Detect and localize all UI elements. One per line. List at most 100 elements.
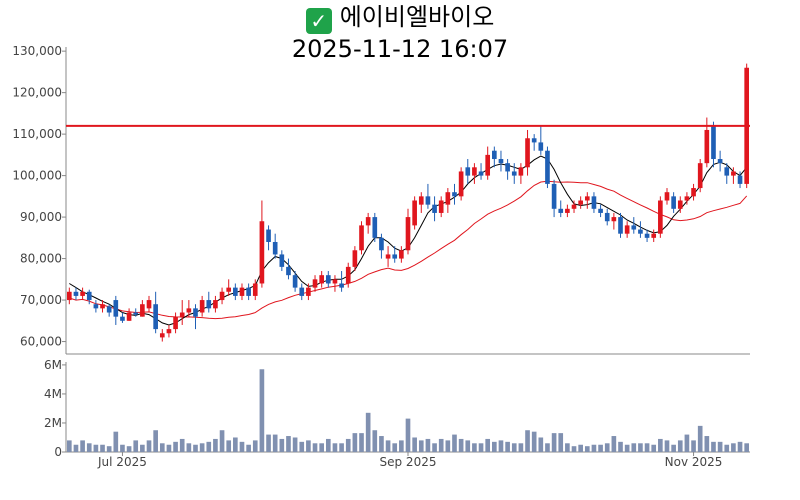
candle-body [73, 291, 79, 296]
volume-bar [106, 446, 112, 452]
volume-bar [717, 441, 723, 452]
volume-plot [66, 369, 750, 452]
volume-bar [286, 436, 291, 452]
volume-bar [651, 444, 657, 452]
volume-bar [731, 443, 736, 452]
candle-body [246, 287, 251, 296]
volume-bar [498, 440, 504, 452]
candle-body [159, 333, 165, 338]
volume-bar [465, 440, 471, 452]
candle-body [445, 192, 451, 205]
candle-body [153, 304, 158, 330]
volume-bar [545, 443, 550, 452]
candle-body [332, 279, 338, 284]
volume-bar [120, 444, 125, 452]
volume-bar [551, 433, 557, 452]
candle-body [584, 196, 590, 201]
candle-body [604, 212, 610, 222]
volume-bar [618, 441, 623, 452]
volume-bar [140, 444, 145, 452]
candle-body [173, 316, 178, 330]
volume-bar [339, 443, 344, 452]
volume-bar [219, 430, 225, 452]
volume-bar [438, 438, 444, 452]
candle-body [239, 287, 245, 296]
candle-body [80, 291, 85, 296]
candle-body [133, 312, 139, 315]
volume-bar [392, 443, 398, 452]
candle-body [611, 217, 617, 222]
candle-body [279, 254, 285, 267]
candle-body [392, 254, 398, 259]
volume-bar [638, 443, 643, 452]
volume-bar [325, 438, 331, 452]
volume-bar [193, 444, 198, 452]
volume-bar [259, 369, 265, 452]
volume-bar [658, 438, 663, 452]
volume-bar [359, 433, 364, 452]
volume-bar [252, 440, 258, 452]
volume-tick-label: 4M [44, 387, 62, 401]
volume-bar [399, 440, 404, 452]
volume-bar [598, 444, 603, 452]
volume-bar [458, 438, 464, 452]
volume-bar [644, 443, 650, 452]
candle-body [372, 217, 378, 238]
candle-body [405, 217, 411, 251]
candle-body [697, 163, 703, 189]
volume-bar [624, 444, 630, 452]
volume-bar [379, 436, 384, 452]
y-tick-label: 90,000 [20, 210, 62, 224]
volume-bar [452, 434, 457, 452]
candle-body [186, 308, 192, 313]
volume-bar [492, 441, 497, 452]
volume-bar [126, 446, 132, 452]
volume-bar [485, 438, 491, 452]
volume-bar [80, 440, 85, 452]
candle-body [299, 287, 305, 296]
candle-body [312, 279, 318, 288]
volume-bar [472, 443, 477, 452]
volume-bar [418, 440, 424, 452]
volume-bar [711, 441, 716, 452]
candle-body [106, 306, 112, 313]
candle-body [565, 208, 570, 213]
volume-bar [631, 443, 637, 452]
candle-body [339, 283, 344, 288]
volume-bar [525, 430, 530, 452]
volume-bar [73, 444, 79, 452]
volume-bar [345, 438, 351, 452]
volume-bar [385, 440, 391, 452]
volume-bar [173, 441, 178, 452]
candle-body [538, 142, 544, 151]
volume-bar [279, 438, 285, 452]
candle-body [465, 167, 471, 176]
candle-body [704, 129, 710, 164]
volume-bar [133, 440, 139, 452]
volume-bar [146, 440, 152, 452]
candle-body [571, 204, 577, 209]
volume-bar [206, 441, 212, 452]
volume-bar [372, 430, 378, 452]
candle-body [365, 217, 371, 226]
volume-bar [272, 434, 278, 452]
volume-bar [113, 431, 119, 452]
candle-body [717, 159, 723, 164]
candle-body [724, 167, 730, 176]
candle-body [452, 192, 457, 197]
volume-bar [538, 437, 544, 452]
volume-bar [299, 441, 305, 452]
candle-body [352, 250, 358, 267]
volume-bar [412, 437, 417, 452]
volume-bar [677, 440, 683, 452]
candle-body [219, 291, 225, 301]
candle-body [359, 225, 364, 251]
candle-body [345, 266, 351, 284]
candle-body [425, 196, 431, 205]
candle-body [591, 196, 597, 209]
volume-bar [558, 433, 564, 452]
y-tick-label: 120,000 [12, 86, 62, 100]
volume-bar [266, 434, 271, 452]
